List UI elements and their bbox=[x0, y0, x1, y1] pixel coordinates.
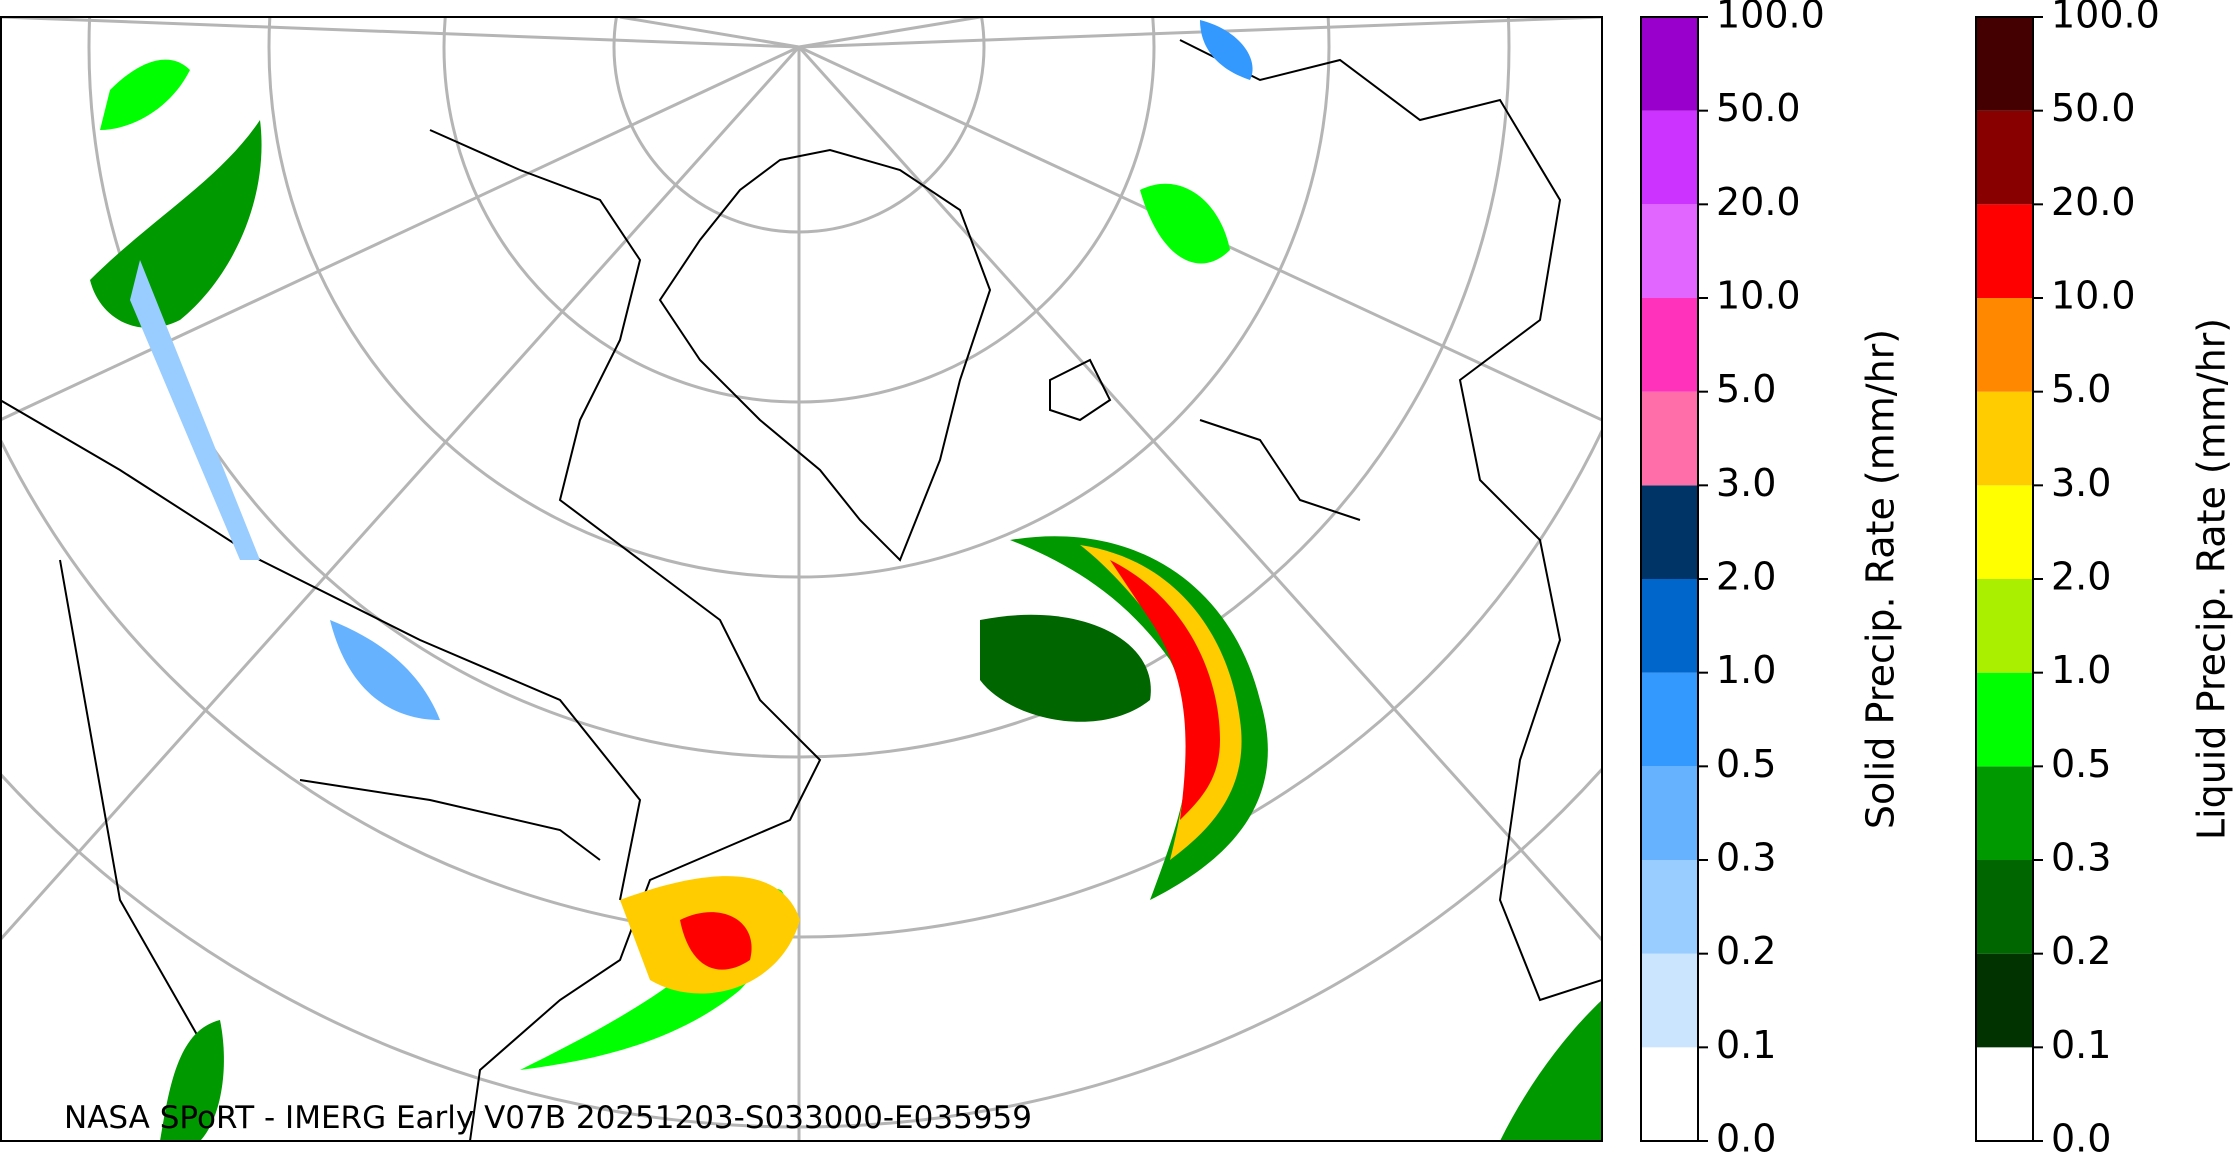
colorbar-segment bbox=[1976, 204, 2033, 298]
colorbar-segment bbox=[1641, 1047, 1698, 1141]
colorbar-tick-label: 5.0 bbox=[2051, 367, 2111, 411]
colorbar-segment bbox=[1641, 17, 1698, 111]
map: NASA SPoRT - IMERG Early V07B 20251203-S… bbox=[1, 17, 1602, 1141]
colorbar-segment bbox=[1976, 485, 2033, 579]
colorbar-tick-label: 10.0 bbox=[2051, 274, 2136, 318]
colorbar-tick-label: 3.0 bbox=[1716, 461, 1776, 505]
colorbar-tick-label: 0.5 bbox=[2051, 742, 2111, 786]
colorbar-label: Liquid Precip. Rate (mm/hr) bbox=[2190, 318, 2234, 840]
colorbar-segment bbox=[1976, 17, 2033, 111]
colorbar-tick-label: 1.0 bbox=[1716, 648, 1776, 692]
colorbar-tick-label: 20.0 bbox=[2051, 180, 2136, 224]
colorbar-tick-label: 20.0 bbox=[1716, 180, 1801, 224]
coastlines bbox=[1, 39, 1602, 1141]
colorbar-segment bbox=[1641, 391, 1698, 486]
colorbar-tick-label: 0.0 bbox=[2051, 1117, 2111, 1161]
colorbar-tick-label: 10.0 bbox=[1716, 274, 1801, 318]
colorbar-tick-label: 100.0 bbox=[1716, 0, 1825, 37]
colorbar-tick-label: 3.0 bbox=[2051, 461, 2111, 505]
colorbar-tick-label: 50.0 bbox=[2051, 86, 2136, 130]
colorbar-segment bbox=[1641, 579, 1698, 673]
colorbar-tick-label: 0.2 bbox=[1716, 929, 1776, 973]
colorbar-segment bbox=[1976, 1047, 2033, 1141]
colorbar-segment bbox=[1976, 953, 2033, 1048]
colorbar-segment bbox=[1641, 953, 1698, 1048]
colorbar-label: Solid Precip. Rate (mm/hr) bbox=[1859, 329, 1903, 829]
colorbar-tick-label: 0.0 bbox=[1716, 1117, 1776, 1161]
colorbar-segment bbox=[1976, 391, 2033, 486]
colorbar-tick-label: 2.0 bbox=[1716, 555, 1776, 599]
colorbar-segment bbox=[1976, 860, 2033, 954]
colorbar-tick-label: 0.5 bbox=[1716, 742, 1776, 786]
colorbar-tick-label: 0.3 bbox=[2051, 836, 2111, 880]
colorbar-segment bbox=[1976, 110, 2033, 205]
colorbar-segment bbox=[1641, 485, 1698, 579]
colorbar-segment bbox=[1641, 860, 1698, 954]
colorbar-tick-label: 5.0 bbox=[1716, 367, 1776, 411]
map-frame bbox=[0, 16, 1603, 1142]
colorbar-segment bbox=[1976, 672, 2033, 767]
colorbar-segment bbox=[1641, 672, 1698, 767]
colorbar-segment bbox=[1976, 579, 2033, 673]
colorbar-tick-label: 0.1 bbox=[2051, 1023, 2111, 1067]
colorbar-segment bbox=[1976, 298, 2033, 392]
colorbar-segment bbox=[1641, 110, 1698, 205]
colorbar-tick-label: 100.0 bbox=[2051, 0, 2160, 37]
precipitation bbox=[90, 20, 1602, 1141]
colorbar-tick-label: 0.1 bbox=[1716, 1023, 1776, 1067]
colorbar-segment bbox=[1641, 298, 1698, 392]
colorbar-tick-label: 50.0 bbox=[1716, 86, 1801, 130]
colorbar-tick-label: 0.3 bbox=[1716, 836, 1776, 880]
colorbar-segment bbox=[1641, 766, 1698, 860]
colorbar-tick-label: 2.0 bbox=[2051, 555, 2111, 599]
colorbar-tick-label: 0.2 bbox=[2051, 929, 2111, 973]
colorbar-tick-label: 1.0 bbox=[2051, 648, 2111, 692]
caption: NASA SPoRT - IMERG Early V07B 20251203-S… bbox=[64, 1100, 1032, 1136]
colorbar-segment bbox=[1641, 204, 1698, 298]
colorbar-segment bbox=[1976, 766, 2033, 860]
